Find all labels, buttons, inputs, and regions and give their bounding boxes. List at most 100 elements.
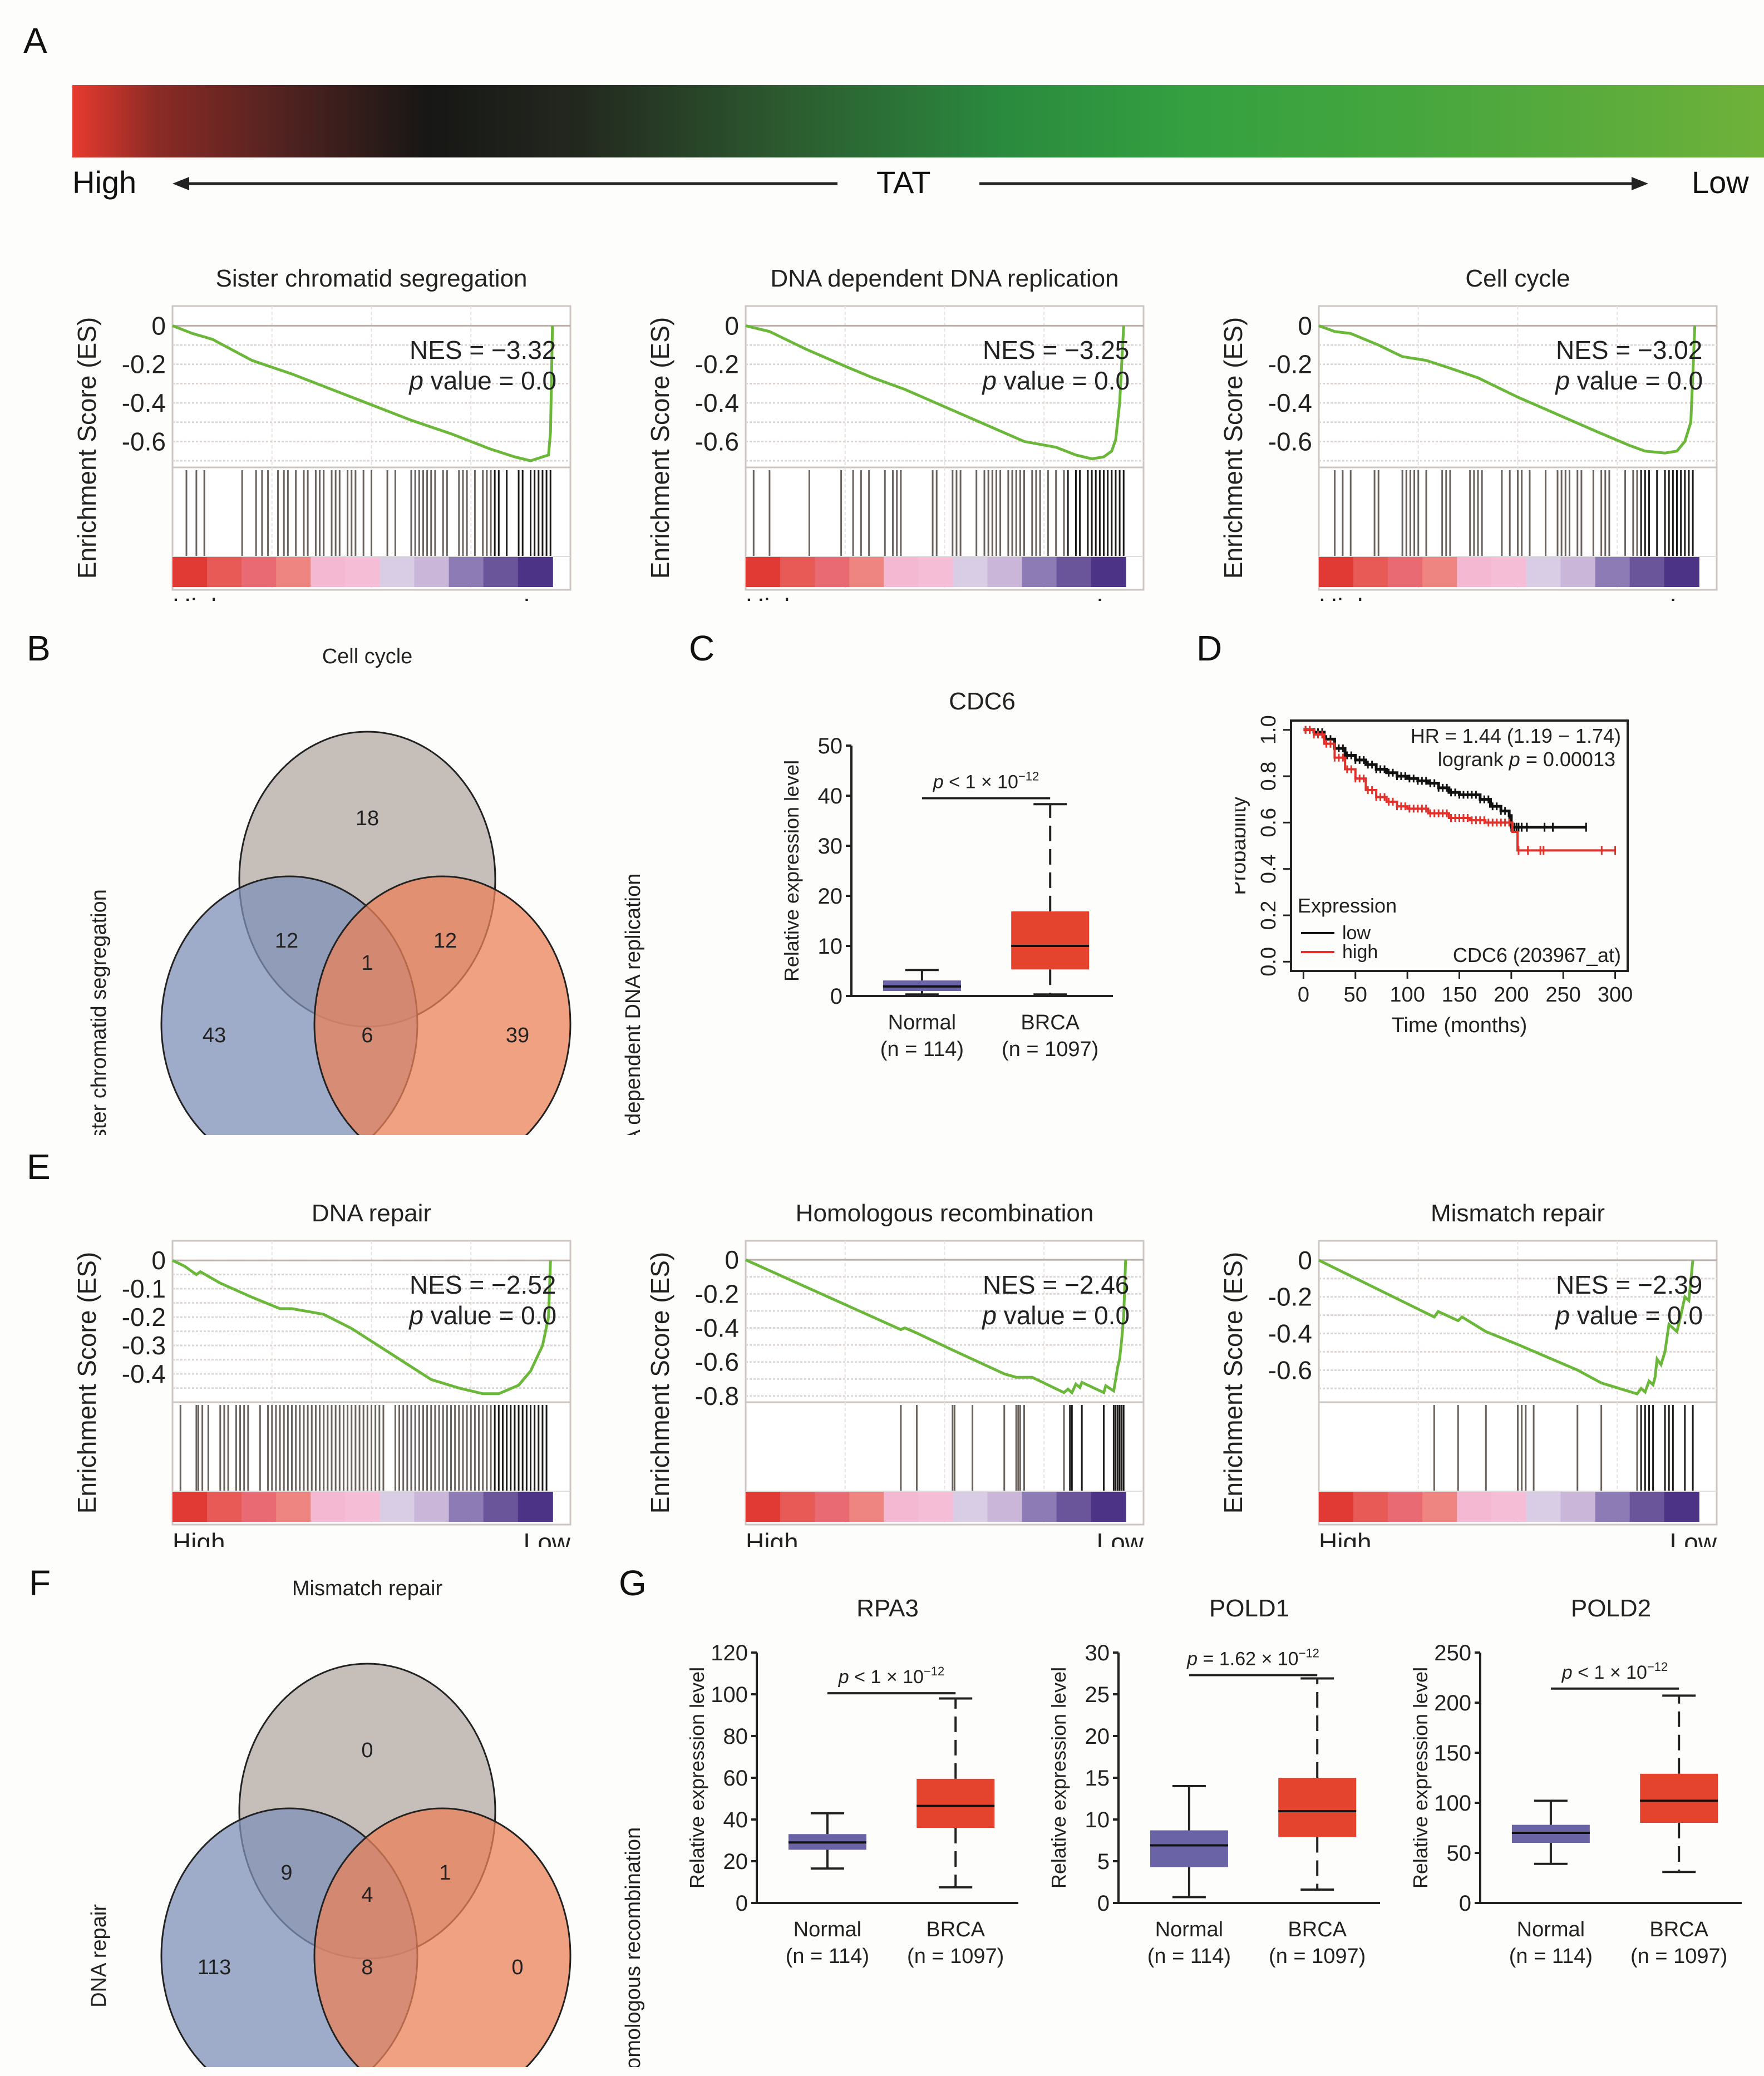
nes-label: NES = −2.52 — [410, 1270, 556, 1299]
x-tick-label: 50 — [1344, 983, 1367, 1007]
x-label-low: Low — [524, 1528, 571, 1547]
x-label-high: High — [746, 593, 799, 601]
legend-title: Expression — [1298, 894, 1397, 917]
y-tick-label: 0 — [725, 1245, 739, 1274]
rank-bar-segment — [242, 556, 277, 587]
x-label-low: Low — [524, 593, 571, 601]
venn-count-right-only: 0 — [511, 1956, 523, 1979]
y-tick-label: 40 — [818, 784, 843, 808]
gsea-plot-dna-replication: DNA dependent DNA replication 0 -0.2 -0.4 -0… — [646, 265, 1145, 601]
x-label-low: Low — [1670, 1528, 1717, 1547]
rank-bar-segment — [173, 1491, 208, 1522]
p-symbol: p — [408, 1301, 430, 1330]
y-axis-label: Relative expression level — [780, 760, 803, 982]
y-tick-label: -0.6 — [695, 1348, 739, 1377]
rank-bar-segment — [276, 556, 312, 587]
chart-title: DNA dependent DNA replication — [770, 265, 1118, 292]
x-label-high: High — [173, 1528, 225, 1547]
x-label-high: High — [1319, 1528, 1372, 1547]
chart-title: Sister chromatid segregation — [215, 265, 527, 292]
es-curve — [171, 1259, 552, 1395]
annotation-exponent: −12 — [1299, 1646, 1319, 1660]
kaplan-meier-plot: 0 50 100 150 200 250 300 0.0 0.2 0.4 0.6 0.8 1.0 Time… — [1235, 715, 1633, 1037]
y-tick-label: 15 — [1085, 1766, 1110, 1791]
panel-label-d: D — [1196, 628, 1223, 668]
nes-label: NES = −3.25 — [983, 336, 1129, 364]
p-value-text: value = 0.0 — [1004, 1301, 1130, 1330]
y-tick-label: 0 — [736, 1891, 748, 1916]
y-tick-label: 0.0 — [1257, 947, 1280, 977]
annotation-rest: = 1.62 × 10 — [1198, 1649, 1299, 1670]
boxplot-pold1: POLD1 0 5 10 15 20 25 30 Relative expression lev… — [1047, 1595, 1380, 1968]
y-tick-label: 0.4 — [1257, 854, 1280, 884]
p-value-label: p value = 0.0 — [1554, 1301, 1703, 1330]
venn-set-right — [313, 1807, 571, 2067]
annotation-rest: < 1 × 10 — [944, 772, 1018, 793]
x-label-high: High — [173, 593, 225, 601]
y-tick-label: 10 — [818, 934, 843, 959]
chart-title: Mismatch repair — [1431, 1200, 1605, 1227]
y-tick-label: 0 — [1298, 1246, 1312, 1275]
rank-bar-segment — [1022, 556, 1057, 587]
es-curve — [172, 324, 554, 462]
y-tick-label: 5 — [1097, 1850, 1110, 1874]
p-symbol: p — [981, 366, 1003, 395]
tat-right-arrowhead-icon — [1632, 177, 1648, 190]
y-tick-label: 0.6 — [1257, 808, 1280, 837]
logrank-p: p — [1509, 748, 1520, 771]
rank-bar-segment — [483, 1491, 519, 1522]
nes-label: NES = −3.02 — [1556, 336, 1702, 364]
category-label: Normal — [888, 1011, 956, 1034]
x-label-low: Low — [1097, 593, 1144, 601]
nes-label: NES = −2.39 — [1556, 1270, 1702, 1299]
rank-bar-segment — [345, 556, 381, 587]
box-normal — [1150, 1830, 1228, 1867]
y-tick-label: 0 — [830, 984, 842, 1009]
rank-bar-segment — [483, 556, 519, 587]
rank-bar-segment — [414, 556, 450, 587]
venn-count-left-only: 43 — [203, 1024, 226, 1047]
rank-bar-segment — [518, 556, 553, 587]
p-symbol: p — [1554, 366, 1576, 395]
box-title: POLD1 — [1209, 1595, 1289, 1622]
rank-bar-segment — [173, 556, 208, 587]
rank-bar-segment — [884, 556, 919, 587]
p-symbol: p — [1554, 1301, 1576, 1330]
rank-bar-segment — [1664, 556, 1699, 587]
panel-label-e: E — [27, 1147, 51, 1187]
annotation-rest: < 1 × 10 — [849, 1666, 924, 1688]
box-brca — [917, 1778, 995, 1828]
rank-bar-segment — [1491, 1491, 1527, 1522]
y-tick-label: 0 — [1459, 1891, 1471, 1916]
venn-count-top-only: 0 — [361, 1739, 373, 1762]
p-symbol: p — [408, 366, 430, 395]
category-label: BRCA — [926, 1918, 985, 1941]
rank-bar-segment — [746, 556, 781, 587]
y-tick-label: 120 — [711, 1641, 748, 1665]
rank-bar-segment — [1664, 1491, 1699, 1522]
p-value-label: p value = 0.0 — [1554, 366, 1703, 395]
category-label: Normal — [1155, 1918, 1223, 1941]
rank-bar-segment — [780, 1491, 816, 1522]
tat-left-arrowhead-icon — [173, 177, 189, 190]
rank-bar-segment — [345, 1491, 381, 1522]
category-n-label: (n = 1097) — [1269, 1945, 1366, 1968]
logrank-pre: logrank — [1438, 748, 1509, 771]
rank-bar-segment — [815, 1491, 850, 1522]
rank-bar-segment — [1319, 556, 1354, 587]
p-value-text: value = 0.0 — [1004, 366, 1130, 395]
category-label: BRCA — [1021, 1011, 1080, 1034]
tat-high-label: High — [72, 165, 137, 200]
gsea-plot-dna-repair: DNA repair 0-0.1-0.2-0.3-0.4 Enrichment Sc… — [72, 1200, 571, 1547]
rank-bar-segment — [1629, 556, 1665, 587]
y-tick-label: 0 — [1097, 1891, 1110, 1916]
y-tick-label: -0.4 — [122, 388, 166, 417]
category-n-label: (n = 114) — [1509, 1945, 1593, 1968]
logrank-post: = 0.00013 — [1520, 748, 1615, 771]
x-tick-label: 200 — [1494, 983, 1529, 1007]
y-axis-label: Relative expression level — [1409, 1667, 1432, 1888]
category-n-label: (n = 114) — [786, 1945, 869, 1968]
significance-label: p < 1 × 10−12 — [1561, 1660, 1668, 1683]
y-axis-label: Enrichment Score (ES) — [1219, 1252, 1248, 1513]
